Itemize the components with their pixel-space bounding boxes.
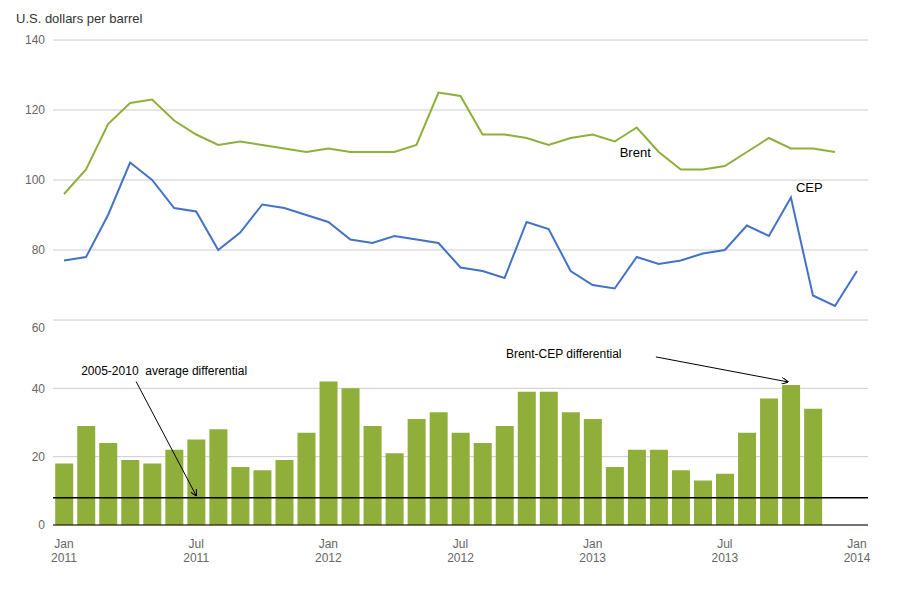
svg-text:CEP: CEP (796, 180, 823, 195)
svg-text:80: 80 (32, 243, 46, 257)
svg-text:140: 140 (25, 33, 45, 47)
svg-text:Jan2013: Jan2013 (579, 537, 606, 565)
svg-text:Jul2011: Jul2011 (183, 537, 209, 565)
svg-text:Jul2012: Jul2012 (447, 537, 474, 565)
svg-text:0: 0 (38, 518, 45, 532)
svg-text:Jan2012: Jan2012 (315, 537, 342, 565)
svg-text:Jan2014: Jan2014 (844, 537, 871, 565)
svg-text:40: 40 (32, 382, 46, 396)
svg-text:20: 20 (32, 450, 46, 464)
svg-text:60: 60 (32, 321, 46, 335)
svg-text:2005-2010 average differentia: 2005-2010 average differential (81, 364, 247, 378)
svg-text:Jul2013: Jul2013 (711, 537, 738, 565)
svg-text:Brent-CEP differential: Brent-CEP differential (506, 347, 622, 361)
svg-text:Jan2011: Jan2011 (51, 537, 77, 565)
svg-text:100: 100 (25, 173, 45, 187)
svg-text:120: 120 (25, 103, 45, 117)
svg-text:Brent: Brent (620, 145, 651, 160)
html-text:U.S. dollars per barrel: U.S. dollars per barrel (16, 11, 143, 26)
